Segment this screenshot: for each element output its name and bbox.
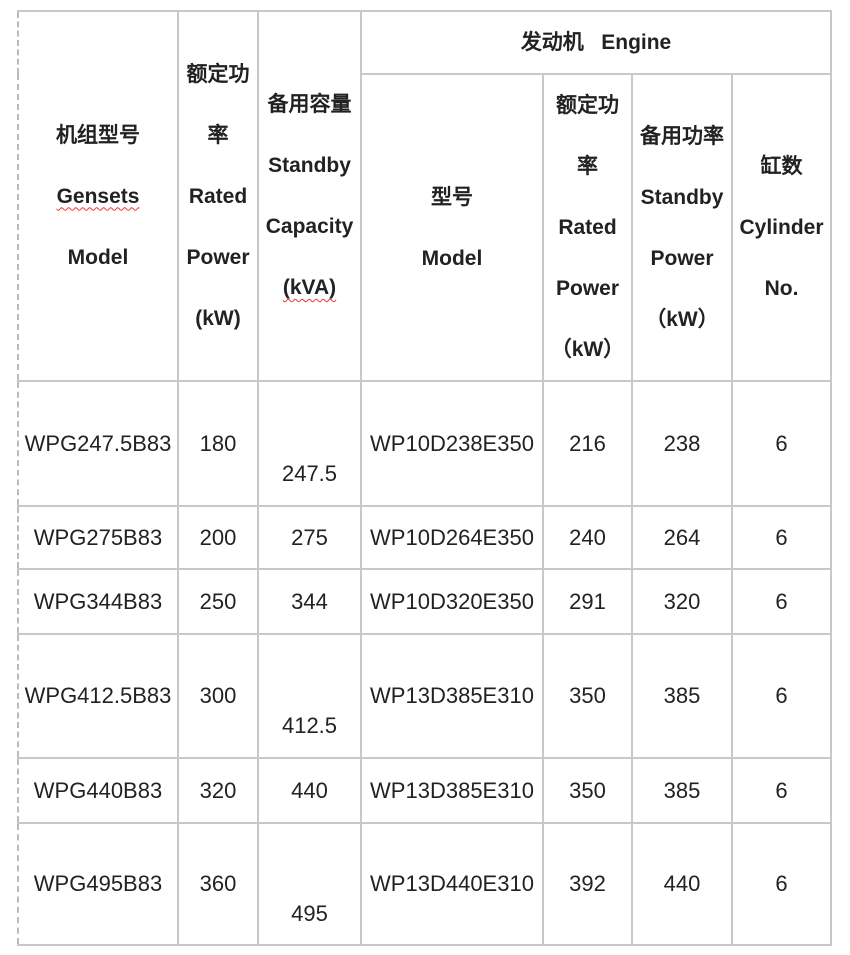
table-cell: 216 <box>542 380 633 507</box>
table-cell: WPG495B83 <box>17 822 179 946</box>
table-cell: WP13D385E310 <box>360 757 544 824</box>
header-text: 额定功 <box>186 62 250 86</box>
header-text: 率 <box>577 155 598 178</box>
table-cell: WP10D320E350 <box>360 568 544 635</box>
table-cell: 200 <box>177 505 259 570</box>
table-row: WPG247.5B83 180 247.5 WP10D238E350 216 238 6 <box>17 380 832 507</box>
header-text: Rated <box>558 216 617 239</box>
table-cell: 350 <box>542 757 633 824</box>
header-text: （kW） <box>645 307 719 331</box>
header-text: 型号 <box>431 185 473 209</box>
header-text: Cylinder <box>739 216 824 239</box>
header-engine-model: 型号 Model <box>360 73 544 382</box>
table-cell: WPG412.5B83 <box>17 633 179 759</box>
table-cell: 275 <box>257 505 362 570</box>
header-standby-capacity: 备用容量 Standby Capacity (kVA) <box>257 10 362 382</box>
table-cell: 440 <box>631 822 733 946</box>
header-text: 备用功率 <box>640 124 724 148</box>
table-cell: 495 <box>257 822 362 946</box>
header-text: Standby <box>640 185 724 209</box>
header-rated-power: 额定功 率 Rated Power (kW) <box>177 10 259 382</box>
header-text: Model <box>421 246 483 270</box>
header-cylinders: 缸数 Cylinder No. <box>731 73 832 382</box>
table-cell: WPG344B83 <box>17 568 179 635</box>
table-cell: WP13D385E310 <box>360 633 544 759</box>
table-cell: 291 <box>542 568 633 635</box>
header-text: Gensets <box>56 184 140 208</box>
header-text: 缸数 <box>760 155 803 178</box>
table-cell: 240 <box>542 505 633 570</box>
header-text: (kVA) <box>282 276 337 299</box>
table-row: WPG495B83 360 495 WP13D440E310 392 440 6 <box>17 822 832 946</box>
table-cell: 180 <box>177 380 259 507</box>
table-cell: WPG247.5B83 <box>17 380 179 507</box>
table-cell: 385 <box>631 757 733 824</box>
header-text: Capacity <box>265 215 354 238</box>
table-cell: 264 <box>631 505 733 570</box>
header-engine: 发动机 Engine <box>360 10 832 75</box>
header-text: (kW) <box>195 306 241 330</box>
table-cell: WPG440B83 <box>17 757 179 824</box>
genset-spec-table: 机组型号 Gensets Model 额定功 率 Rated Power (kW… <box>17 10 832 946</box>
header-text: 率 <box>207 123 229 147</box>
table-cell: 238 <box>631 380 733 507</box>
table-cell: 6 <box>731 380 832 507</box>
table-cell: 350 <box>542 633 633 759</box>
header-text: 备用容量 <box>267 93 352 116</box>
header-text: Standby <box>268 154 351 177</box>
header-text: Rated <box>188 184 248 208</box>
header-text: Power <box>650 246 714 270</box>
table-cell: WP10D238E350 <box>360 380 544 507</box>
table-cell: 6 <box>731 822 832 946</box>
header-genset-model: 机组型号 Gensets Model <box>17 10 179 382</box>
table-cell: 440 <box>257 757 362 824</box>
header-text: No. <box>764 277 799 300</box>
table-cell: 320 <box>631 568 733 635</box>
header-engine-standby-power: 备用功率 Standby Power （kW） <box>631 73 733 382</box>
header-text: Power <box>555 277 620 300</box>
table-cell: 385 <box>631 633 733 759</box>
table-row: WPG344B83 250 344 WP10D320E350 291 320 6 <box>17 568 832 635</box>
header-text: Power <box>186 245 250 269</box>
table-row: WPG412.5B83 300 412.5 WP13D385E310 350 385 6 <box>17 633 832 759</box>
table-cell: 6 <box>731 757 832 824</box>
table-row: WPG275B83 200 275 WP10D264E350 240 264 6 <box>17 505 832 570</box>
table-cell: 412.5 <box>257 633 362 759</box>
table-cell: 320 <box>177 757 259 824</box>
table-cell: 250 <box>177 568 259 635</box>
header-text: （kW） <box>550 338 625 361</box>
table-cell: 360 <box>177 822 259 946</box>
header-engine-rated-power: 额定功 率 Rated Power （kW） <box>542 73 633 382</box>
table-cell: 392 <box>542 822 633 946</box>
table-cell: 6 <box>731 633 832 759</box>
table-cell: 247.5 <box>257 380 362 507</box>
table-row: WPG440B83 320 440 WP13D385E310 350 385 6 <box>17 757 832 824</box>
header-text: 额定功 <box>556 94 619 117</box>
header-text: Model <box>67 245 129 269</box>
header-text: 机组型号 <box>56 123 140 147</box>
table-cell: WPG275B83 <box>17 505 179 570</box>
table-cell: 300 <box>177 633 259 759</box>
table-cell: WP10D264E350 <box>360 505 544 570</box>
table-cell: 6 <box>731 568 832 635</box>
table-cell: 6 <box>731 505 832 570</box>
table-cell: WP13D440E310 <box>360 822 544 946</box>
table-cell: 344 <box>257 568 362 635</box>
